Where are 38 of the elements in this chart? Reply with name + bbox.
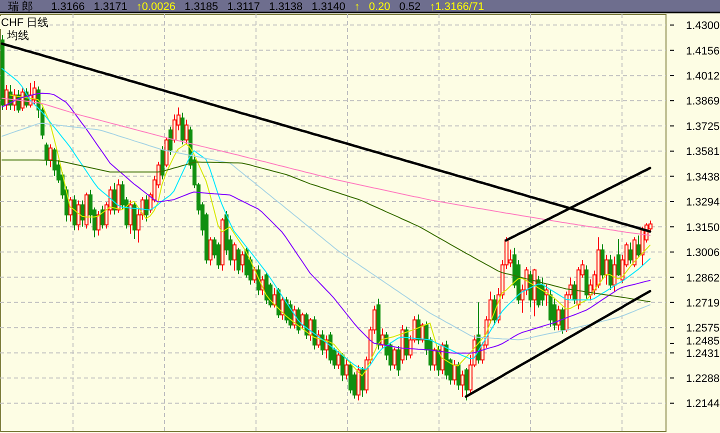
candlestick xyxy=(72,194,76,231)
y-tick-label: 1.2862 xyxy=(686,272,720,284)
y-tick-label: 1.3006 xyxy=(686,247,720,260)
candlestick xyxy=(604,254,608,286)
text: 1.3171 xyxy=(94,1,128,13)
text: 0.52 xyxy=(399,1,421,13)
text: 1.3166 xyxy=(51,1,85,13)
y-tick-label: 1.3581 xyxy=(686,146,720,158)
y-tick-label: 1.2575 xyxy=(686,322,720,335)
candlestick xyxy=(556,305,560,331)
y-tick-label: 1.4012 xyxy=(686,70,720,83)
y-tick-label: 1.3150 xyxy=(686,222,720,234)
chart-title: 瑞 郎 xyxy=(8,0,34,13)
y-tick-label: 1.3294 xyxy=(686,196,720,209)
text: 1.3140 xyxy=(312,1,346,13)
y-tick-label: 1.2288 xyxy=(686,372,720,385)
text: 1.3185 xyxy=(184,1,218,13)
text: 0.20 xyxy=(368,1,390,13)
chart-subtitle: CHF 日线 xyxy=(1,16,49,29)
line-series xyxy=(464,290,652,398)
y-tick-label: 1.4300 xyxy=(686,20,720,32)
ref-line-label: 1.2485 xyxy=(686,335,720,348)
text: 1.3138 xyxy=(269,1,303,13)
text: ↑ xyxy=(354,1,360,13)
y-tick-label: 1.2144 xyxy=(686,398,720,410)
candlestick xyxy=(96,210,100,236)
line-series xyxy=(2,122,650,340)
text: 1.3117 xyxy=(227,1,260,13)
y-tick-label: 1.2431 xyxy=(686,348,720,360)
text: ↑1.3166/71 xyxy=(430,1,484,13)
y-tick-label: 1.3438 xyxy=(686,171,720,184)
candlestick xyxy=(552,298,556,331)
y-tick-label: 1.2719 xyxy=(686,297,720,310)
text: ↑0.0026 xyxy=(136,1,176,13)
y-tick-label: 1.3725 xyxy=(686,120,720,133)
y-tick-label: 1.4156 xyxy=(686,45,720,58)
y-tick-label: 1.3869 xyxy=(686,96,720,108)
annotation: 均线 xyxy=(6,29,29,42)
